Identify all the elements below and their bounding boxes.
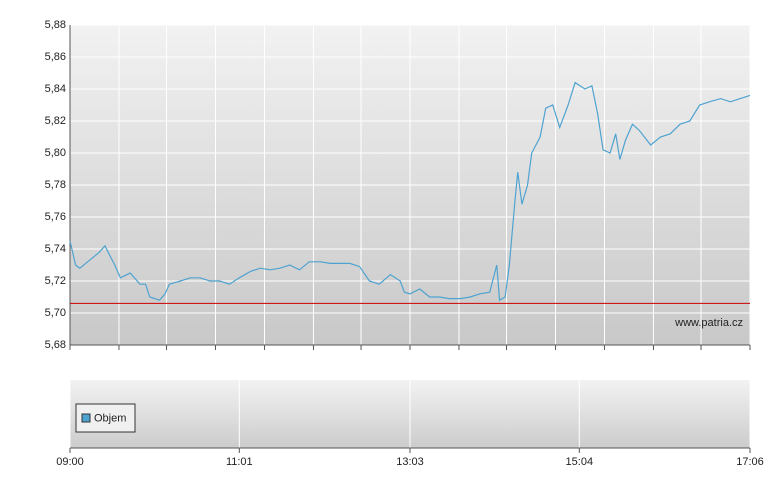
y-tick-label: 5,76 [45, 211, 66, 223]
y-tick-label: 5,70 [45, 307, 66, 319]
y-tick-label: 5,84 [45, 83, 66, 95]
price-line [69, 81, 751, 302]
x-tick-label: 13:03 [396, 456, 424, 468]
x-tick-label: 17:06 [736, 456, 764, 468]
y-tick-label: 5,74 [45, 243, 66, 255]
y-tick-label: 5,80 [45, 147, 66, 159]
y-tick-label: 5,88 [45, 19, 66, 31]
y-tick-label: 5,78 [45, 179, 66, 191]
y-tick-label: 5,72 [45, 275, 66, 287]
watermark: www.patria.cz [674, 317, 743, 329]
y-tick-label: 5,68 [45, 339, 66, 351]
legend-swatch [81, 413, 91, 423]
y-tick-label: 5,86 [45, 51, 66, 63]
legend-label: Objem [94, 412, 126, 424]
x-tick-label: 09:00 [56, 456, 84, 468]
y-tick-label: 5,82 [45, 115, 66, 127]
x-tick-label: 11:01 [226, 456, 253, 468]
x-tick-label: 15:04 [566, 456, 594, 468]
